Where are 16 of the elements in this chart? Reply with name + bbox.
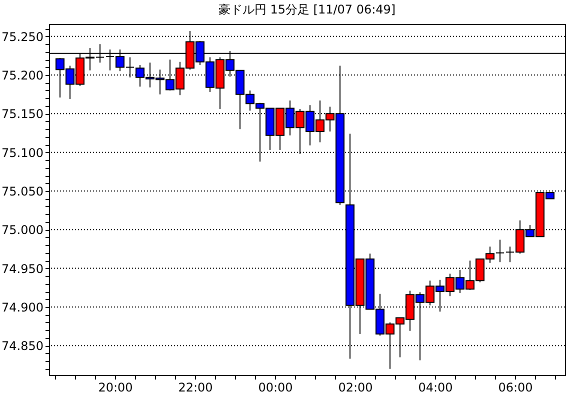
x-tick-label: 06:00 <box>498 380 533 394</box>
y-tick-label: 74.850 <box>2 339 44 354</box>
x-tick-label: 04:00 <box>418 380 453 394</box>
y-tick-label: 75.100 <box>2 146 44 160</box>
y-tick-label: 75.150 <box>2 107 44 122</box>
chart-title: 豪ドル円 15分足 [11/07 06:49] <box>218 2 396 17</box>
y-tick-label: 75.250 <box>2 30 44 44</box>
y-tick-label: 75.000 <box>2 223 44 238</box>
y-tick-label: 75.050 <box>2 184 44 198</box>
x-tick-label: 22:00 <box>178 380 213 394</box>
x-tick-label: 20:00 <box>98 380 133 394</box>
y-tick-label: 75.200 <box>2 68 44 83</box>
y-tick-label: 74.900 <box>2 300 44 314</box>
y-tick-label: 74.950 <box>2 262 44 276</box>
x-tick-label: 02:00 <box>338 380 373 394</box>
x-tick-label: 00:00 <box>258 380 293 394</box>
